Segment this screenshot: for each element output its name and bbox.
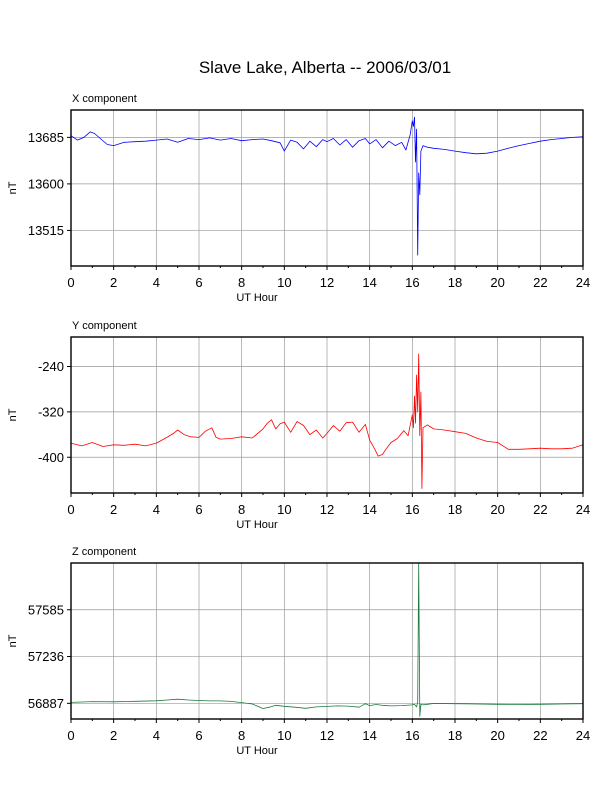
page-title: Slave Lake, Alberta -- 2006/03/01 xyxy=(198,58,452,77)
y-tick-label: -240 xyxy=(38,359,64,374)
x-tick-label: 24 xyxy=(576,502,590,517)
series-line xyxy=(70,353,584,489)
x-tick-label: 8 xyxy=(238,502,245,517)
x-tick-label: 20 xyxy=(490,275,504,290)
x-tick-label: 2 xyxy=(110,275,117,290)
x-tick-label: 4 xyxy=(153,502,160,517)
x-axis-label: UT Hour xyxy=(236,745,278,757)
x-tick-label: 18 xyxy=(448,502,462,517)
panel-title: Y component xyxy=(72,320,137,332)
x-tick-label: 10 xyxy=(277,502,291,517)
y-axis-label: nT xyxy=(7,408,19,421)
x-tick-label: 24 xyxy=(576,275,590,290)
x-tick-label: 14 xyxy=(362,728,376,743)
series-line xyxy=(70,563,584,717)
x-tick-label: 4 xyxy=(153,275,160,290)
x-tick-label: 6 xyxy=(195,502,202,517)
y-axis-label: nT xyxy=(7,634,19,647)
x-tick-label: 16 xyxy=(405,502,419,517)
x-tick-label: 14 xyxy=(362,275,376,290)
x-tick-label: 0 xyxy=(67,275,74,290)
x-tick-label: 22 xyxy=(533,275,547,290)
x-tick-label: 12 xyxy=(320,275,334,290)
y-tick-label: 13515 xyxy=(28,223,64,238)
x-tick-label: 6 xyxy=(195,728,202,743)
x-tick-label: 24 xyxy=(576,728,590,743)
x-tick-label: 20 xyxy=(490,728,504,743)
x-tick-label: 18 xyxy=(448,728,462,743)
x-tick-label: 2 xyxy=(110,728,117,743)
x-tick-label: 2 xyxy=(110,502,117,517)
y-tick-label: -400 xyxy=(38,450,64,465)
x-tick-label: 6 xyxy=(195,275,202,290)
y-tick-label: -320 xyxy=(38,404,64,419)
x-tick-label: 4 xyxy=(153,728,160,743)
y-tick-label: 13685 xyxy=(28,130,64,145)
plot-frame xyxy=(70,336,584,494)
x-tick-label: 22 xyxy=(533,728,547,743)
x-axis-label: UT Hour xyxy=(236,519,278,531)
series-line xyxy=(70,116,584,256)
y-tick-label: 57585 xyxy=(28,602,64,617)
x-tick-label: 14 xyxy=(362,502,376,517)
panel-title: Z component xyxy=(72,546,136,558)
x-tick-label: 0 xyxy=(67,728,74,743)
x-tick-label: 16 xyxy=(405,728,419,743)
x-tick-label: 0 xyxy=(67,502,74,517)
y-axis-label: nT xyxy=(7,181,19,194)
x-axis-label: UT Hour xyxy=(236,292,278,304)
x-tick-label: 12 xyxy=(320,502,334,517)
panel-title: X component xyxy=(72,93,137,105)
y-tick-label: 13600 xyxy=(28,176,64,191)
x-tick-label: 8 xyxy=(238,275,245,290)
plot-frame xyxy=(70,562,584,720)
y-tick-label: 57236 xyxy=(28,649,64,664)
x-tick-label: 8 xyxy=(238,728,245,743)
x-tick-label: 22 xyxy=(533,502,547,517)
plot-frame xyxy=(70,109,584,267)
x-tick-label: 10 xyxy=(277,728,291,743)
y-tick-label: 56887 xyxy=(28,696,64,711)
x-tick-label: 20 xyxy=(490,502,504,517)
x-tick-label: 16 xyxy=(405,275,419,290)
x-tick-label: 18 xyxy=(448,275,462,290)
x-tick-label: 10 xyxy=(277,275,291,290)
x-tick-label: 12 xyxy=(320,728,334,743)
